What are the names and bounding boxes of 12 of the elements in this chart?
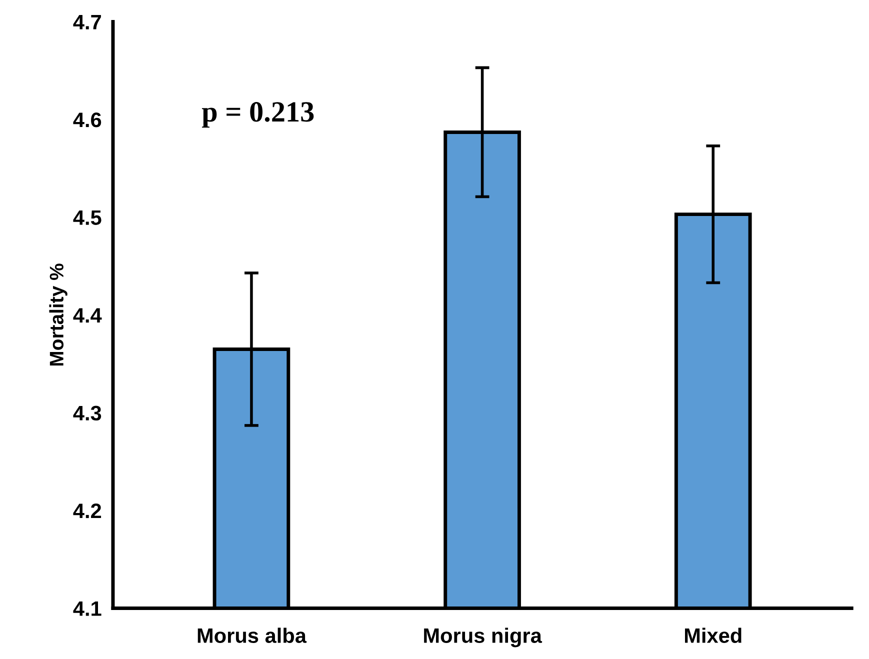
y-axis-title: Mortality % (49, 264, 68, 366)
y-tick-label: 4.2 (73, 504, 102, 518)
y-tick-label: 4.3 (73, 406, 102, 421)
x-tick-label: Morus alba (198, 628, 307, 644)
y-tick-label: 4.4 (73, 308, 102, 323)
x-tick-label: Morus nigra (424, 628, 542, 648)
annotation: p = 0.213 (202, 102, 314, 128)
y-tick-label: 4.5 (73, 210, 102, 226)
y-tick-label: 4.7 (73, 14, 101, 30)
y-tick-label: 4.1 (73, 601, 102, 616)
x-tick-label: Mixed (685, 628, 742, 644)
y-tick-label: 4.6 (73, 112, 102, 128)
